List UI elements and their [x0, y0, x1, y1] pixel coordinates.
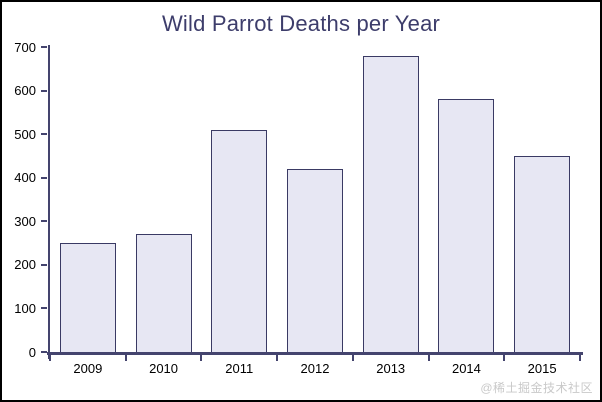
y-axis-line [48, 45, 50, 359]
y-tick-500 [41, 133, 47, 136]
y-tick-label-600: 600 [14, 83, 36, 99]
x-tick-7 [579, 355, 581, 361]
x-tick-1 [124, 355, 127, 361]
x-tick-label-2009: 2009 [73, 361, 103, 376]
x-tick-label-2013: 2013 [376, 361, 406, 376]
bar-2013 [362, 55, 419, 352]
x-tick-label-2011: 2011 [225, 361, 254, 376]
watermark-text: @稀土掘金技术社区 [480, 381, 593, 395]
y-tick-300 [41, 220, 47, 223]
bar-2009 [59, 243, 116, 352]
y-tick-label-400: 400 [14, 170, 36, 186]
x-tick-label-2015: 2015 [527, 361, 557, 376]
x-axis-line [47, 352, 583, 355]
bar-2015 [514, 155, 571, 352]
x-tick-4 [351, 355, 354, 361]
y-tick-label-200: 200 [14, 257, 36, 273]
y-tick-100 [41, 307, 47, 310]
y-tick-label-500: 500 [14, 126, 36, 142]
y-tick-label-0: 0 [28, 344, 36, 360]
chart-title: Wild Parrot Deaths per Year [161, 11, 441, 36]
x-tick-label-2012: 2012 [300, 361, 330, 376]
plot-area: 0 100 200 300 400 500 600 700 2009 2010 2011 2012 2… [14, 40, 583, 376]
y-tick-400 [41, 176, 47, 179]
x-tick-label-2010: 2010 [149, 361, 179, 376]
x-tick-0 [49, 355, 51, 361]
bar-2010 [135, 234, 192, 352]
y-tick-label-300: 300 [14, 213, 36, 229]
y-tick-600 [41, 89, 47, 92]
x-tick-5 [427, 355, 430, 361]
x-tick-6 [503, 355, 506, 361]
y-tick-label-700: 700 [14, 39, 36, 55]
y-tick-700 [41, 46, 47, 48]
bar-2012 [287, 169, 343, 352]
bar-2011 [211, 129, 268, 352]
x-tick-2 [200, 355, 203, 361]
bar-2014 [438, 99, 495, 352]
x-tick-label-2014: 2014 [451, 361, 481, 376]
y-tick-0 [41, 351, 47, 353]
x-tick-3 [276, 355, 279, 361]
y-tick-200 [41, 263, 47, 266]
y-tick-label-100: 100 [14, 300, 36, 316]
